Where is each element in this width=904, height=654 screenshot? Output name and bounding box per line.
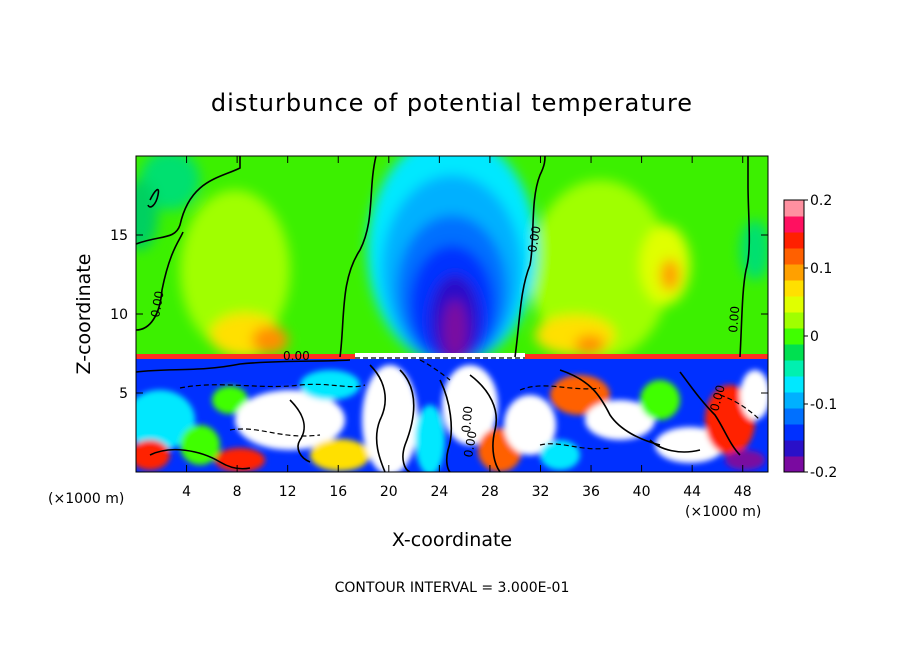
colorbar-segment xyxy=(784,264,804,281)
x-tick-label: 48 xyxy=(734,484,752,500)
x-tick-label: 4 xyxy=(182,484,191,500)
chart-title: disturbunce of potential temperature xyxy=(211,89,693,117)
colorbar-segment xyxy=(784,248,804,265)
colorbar-segment xyxy=(784,408,804,425)
x-tick-label: 40 xyxy=(633,484,651,500)
x-tick-label: 44 xyxy=(683,484,701,500)
colorbar-segment xyxy=(784,392,804,409)
contour-label: 0.00 xyxy=(283,349,310,363)
colorbar-segment xyxy=(784,440,804,457)
y-tick-label: 5 xyxy=(119,386,128,402)
colorbar-segment xyxy=(784,376,804,393)
contour-label: 0.00 xyxy=(459,405,475,433)
colorbar-segment xyxy=(784,216,804,233)
contour-interval-note: CONTOUR INTERVAL = 3.000E-01 xyxy=(335,580,570,596)
colorbar-segment xyxy=(784,200,804,217)
contour-label: 0.00 xyxy=(525,225,543,254)
colorbar-segment xyxy=(784,424,804,441)
x-axis-ticks: 4 8 12 16 20 24 28 32 36 40 44 48 xyxy=(182,156,752,500)
x-tick-label: 12 xyxy=(279,484,297,500)
z-unit-label: (×1000 m) xyxy=(48,491,124,507)
colorbar-tick-label: 0.2 xyxy=(810,193,832,209)
temperature-field: 0.00 0.00 0.00 0.00 0.00 0.00 0.00 xyxy=(136,156,768,472)
x-tick-label: 16 xyxy=(329,484,347,500)
colorbar-segment xyxy=(784,312,804,329)
x-unit-label: (×1000 m) xyxy=(685,504,761,520)
x-tick-label: 8 xyxy=(233,484,242,500)
colorbar-segment xyxy=(784,456,804,473)
x-tick-label: 36 xyxy=(582,484,600,500)
x-tick-label: 20 xyxy=(380,484,398,500)
y-axis-label: Z-coordinate xyxy=(73,254,95,375)
colorbar-ticks: 0.2 0.1 0 -0.1 -0.2 xyxy=(804,193,837,481)
colorbar-tick-label: -0.1 xyxy=(810,397,837,413)
x-tick-label: 32 xyxy=(532,484,550,500)
colorbar-tick-label: 0.1 xyxy=(810,261,832,277)
y-axis-ticks: 5 10 15 xyxy=(110,228,768,402)
colorbar-segment xyxy=(784,360,804,377)
y-tick-label: 10 xyxy=(110,307,128,323)
colorbar-segment xyxy=(784,232,804,249)
contour-label: 0.00 xyxy=(726,305,742,333)
colorbar-tick-label: 0 xyxy=(810,329,819,345)
contour-label: 0.00 xyxy=(461,430,479,459)
colorbar-tick-label: -0.2 xyxy=(810,465,837,481)
y-tick-label: 15 xyxy=(110,228,128,244)
contour-label: 0.00 xyxy=(707,383,727,412)
colorbar-segment xyxy=(784,344,804,361)
colorbar xyxy=(784,200,804,473)
x-axis-label: X-coordinate xyxy=(392,529,512,551)
x-tick-label: 28 xyxy=(481,484,499,500)
colorbar-segment xyxy=(784,328,804,345)
x-tick-label: 24 xyxy=(430,484,448,500)
contour-label: 0.00 xyxy=(148,290,166,319)
colorbar-segment xyxy=(784,280,804,297)
colorbar-segment xyxy=(784,296,804,313)
